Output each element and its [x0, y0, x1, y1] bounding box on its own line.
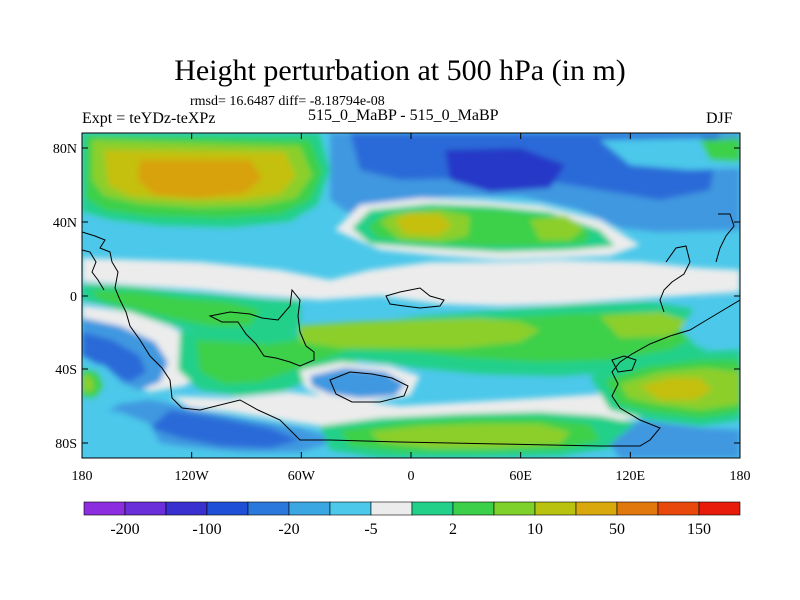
colorbar-swatch	[329, 501, 372, 516]
colorbar-swatch	[288, 501, 331, 516]
lon-tick-label: 180	[730, 469, 751, 484]
coastline	[611, 355, 637, 373]
colorbar-label: 150	[687, 521, 711, 538]
field-region	[150, 410, 300, 448]
field-region	[82, 332, 146, 382]
coastline	[385, 287, 445, 309]
field-region	[530, 215, 585, 240]
lon-tick-label: 120E	[616, 469, 646, 484]
latitude-axis: 80N 40N 0 40S 80S	[53, 142, 740, 452]
colorbar-swatch	[370, 501, 413, 516]
colorbar-swatch	[698, 501, 741, 516]
lon-tick-label: 0	[408, 469, 415, 484]
colorbar-swatch	[165, 501, 208, 516]
field-region	[82, 410, 160, 458]
colorbar-swatch	[575, 501, 618, 516]
contour-field	[82, 133, 740, 458]
colorbar-swatch	[83, 501, 126, 516]
field-region	[138, 160, 262, 198]
field-region	[82, 374, 94, 392]
colorbar-swatch	[534, 501, 577, 516]
lon-tick-label: 180	[72, 469, 93, 484]
colorbar-label: -20	[278, 521, 299, 538]
plot-title: Height perturbation at 500 hPa (in m)	[174, 54, 626, 87]
field-region	[445, 148, 565, 192]
colorbar-label: 50	[609, 521, 625, 538]
lat-tick-label: 40S	[55, 363, 77, 378]
longitude-axis: 180 120W 60W 0 60E 120E 180	[72, 133, 751, 484]
lat-tick-label: 40N	[53, 216, 77, 231]
statistics-label: rmsd= 16.6487 diff= -8.18794e-08	[190, 94, 385, 109]
coastline	[715, 213, 735, 263]
lon-tick-label: 120W	[175, 469, 210, 484]
field-region	[92, 290, 260, 326]
colorbar-swatch	[493, 501, 536, 516]
colorbar-label: -200	[110, 521, 139, 538]
lon-tick-label: 60E	[509, 469, 532, 484]
field-region	[640, 378, 712, 400]
field-region	[610, 420, 740, 458]
coastline	[659, 245, 691, 313]
field-region	[600, 312, 690, 338]
colorbar-swatch	[411, 501, 454, 516]
coastline	[82, 249, 105, 291]
colorbar-swatch	[247, 501, 290, 516]
coastline	[329, 371, 409, 403]
colorbar-label: -5	[364, 521, 377, 538]
colorbar-swatch	[452, 501, 495, 516]
colorbar-swatch	[657, 501, 700, 516]
field-region	[300, 318, 540, 348]
colorbar-swatch	[616, 501, 659, 516]
colorbar-label: 10	[527, 521, 543, 538]
season-label: DJF	[706, 110, 733, 127]
colorbar: -200 -100 -20 -5 2 10 50 150	[83, 501, 741, 538]
coastline	[208, 288, 315, 367]
colorbar-swatch	[206, 501, 249, 516]
case-label: 515_0_MaBP - 515_0_MaBP	[308, 107, 499, 124]
lat-tick-label: 80N	[53, 142, 77, 157]
colorbar-label: 2	[449, 521, 457, 538]
experiment-label: Expt = teYDz-teXPz	[82, 110, 216, 127]
lon-tick-label: 60W	[288, 469, 316, 484]
field-region	[82, 258, 740, 306]
colorbar-label: -100	[192, 521, 221, 538]
field-region	[700, 138, 740, 162]
lat-tick-label: 0	[70, 290, 77, 305]
colorbar-swatch	[124, 501, 167, 516]
lat-tick-label: 80S	[55, 437, 77, 452]
coastline	[82, 231, 740, 447]
coastlines	[82, 213, 740, 447]
field-region	[395, 213, 452, 236]
